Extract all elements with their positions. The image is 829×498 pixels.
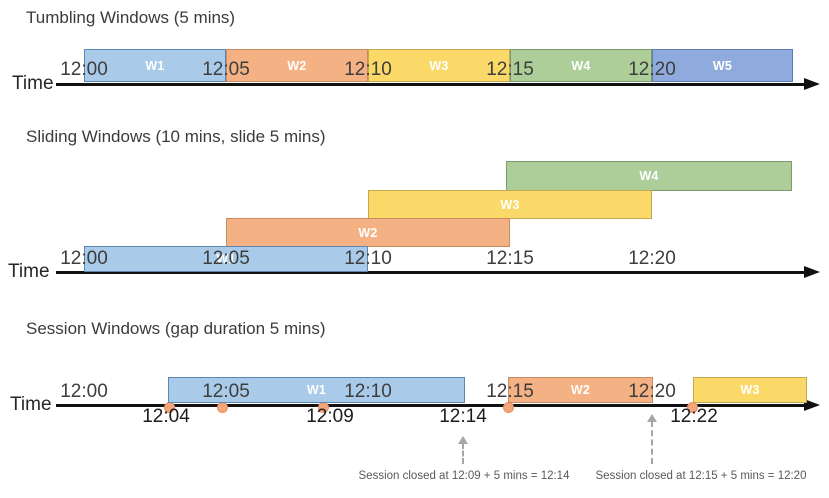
tick-label: 12:10: [344, 59, 392, 80]
session-close-annotation: Session closed at 12:09 + 5 mins = 12:14: [358, 470, 570, 482]
time-axis-line-tumbling: [56, 83, 806, 86]
window-bar-tumbling-w5: W5: [652, 49, 793, 82]
window-label: W3: [429, 58, 449, 73]
section-title-session-windows: Session Windows (gap duration 5 mins): [26, 319, 326, 338]
tick-label: 12:10: [344, 381, 392, 402]
event-time-label: 12:09: [306, 406, 354, 427]
tick-label: 12:20: [628, 381, 676, 402]
window-bar-sliding-w2: W2: [226, 218, 510, 247]
window-bar-tumbling-w1: W1: [84, 49, 226, 82]
window-bar-sliding-w3: W3: [368, 190, 652, 219]
tick-label: 12:15: [486, 59, 534, 80]
tick-label: 12:15: [486, 381, 534, 402]
session-close-arrowhead: [458, 436, 468, 444]
event-dot: [502, 401, 514, 413]
section-title-sliding-windows: Sliding Windows (10 mins, slide 5 mins): [26, 127, 326, 146]
session-close-annotation: Session closed at 12:15 + 5 mins = 12:20: [595, 470, 807, 482]
window-label: W4: [639, 169, 659, 183]
window-label: W2: [570, 383, 591, 397]
window-label: W1: [145, 58, 165, 73]
time-axis-arrowhead-tumbling: [804, 78, 820, 90]
time-axis-arrowhead-sliding: [804, 266, 820, 278]
event-time-label: 12:14: [439, 406, 487, 427]
window-bar-sliding-w4: W4: [506, 161, 792, 191]
window-bar-sliding-w1: W1: [84, 246, 368, 272]
window-label: W2: [358, 225, 378, 240]
tick-label: 12:15: [486, 248, 534, 269]
window-label: W1: [306, 383, 327, 397]
tick-label: 12:05: [202, 59, 250, 80]
window-label: W1: [216, 252, 236, 266]
session-close-arrow-line: [462, 443, 464, 464]
window-label: W2: [287, 58, 307, 73]
window-label: W3: [500, 197, 520, 212]
time-axis-label-sliding: Time: [8, 261, 50, 282]
window-bar-tumbling-w2: W2: [226, 49, 368, 82]
tick-label: 12:05: [202, 381, 250, 402]
tick-label: 12:00: [60, 381, 108, 402]
window-label: W4: [571, 58, 591, 73]
tick-label: 12:00: [60, 248, 108, 269]
window-label: W3: [740, 383, 760, 397]
event-time-label: 12:22: [670, 406, 718, 427]
event-dot: [216, 401, 228, 413]
time-axis-label-tumbling: Time: [12, 73, 54, 94]
window-bar-session-w3: W3: [693, 377, 807, 403]
window-label: W5: [712, 58, 733, 73]
session-close-arrowhead: [647, 414, 657, 422]
section-title-tumbling-windows: Tumbling Windows (5 mins): [26, 8, 236, 27]
time-axis-line-sliding: [56, 271, 806, 274]
tick-label: 12:00: [60, 59, 108, 80]
tick-label: 12:10: [344, 248, 392, 269]
event-dot: [686, 401, 698, 413]
tick-label: 12:20: [628, 59, 676, 80]
window-bar-session-w2: W2: [508, 377, 653, 403]
session-close-arrow-line: [651, 421, 653, 464]
time-axis-line-session: [56, 404, 806, 407]
tick-label: 12:20: [628, 248, 676, 269]
window-bar-tumbling-w4: W4: [510, 49, 652, 82]
window-bar-tumbling-w3: W3: [368, 49, 510, 82]
tick-label: 12:05: [202, 248, 250, 269]
event-time-label: 12:04: [142, 406, 190, 427]
time-axis-label-session: Time: [10, 394, 52, 415]
window-bar-session-w1: W1: [168, 377, 465, 403]
time-axis-arrowhead-session: [804, 399, 820, 411]
